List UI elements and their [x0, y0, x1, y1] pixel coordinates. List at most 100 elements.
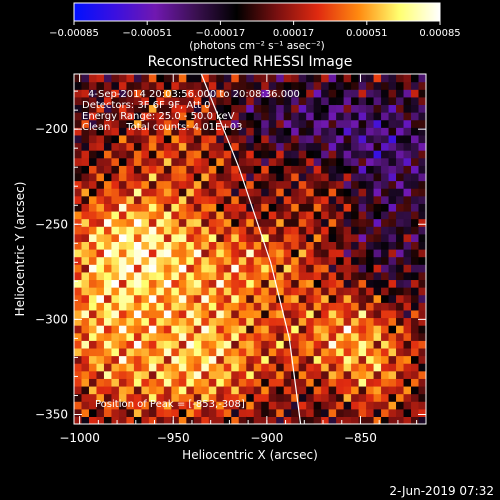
- heatmap-cell: [96, 150, 105, 159]
- heatmap-cell: [321, 355, 330, 364]
- heatmap-cell: [74, 218, 83, 227]
- heatmap-cell: [178, 294, 187, 303]
- heatmap-cell: [171, 393, 180, 402]
- heatmap-cell: [246, 378, 255, 387]
- heatmap-cell: [223, 370, 232, 379]
- heatmap-cell: [238, 370, 247, 379]
- heatmap-cell: [246, 89, 255, 98]
- heatmap-cell: [321, 241, 330, 250]
- heatmap-cell: [381, 195, 390, 204]
- heatmap-cell: [418, 287, 426, 296]
- heatmap-cell: [178, 385, 187, 395]
- heatmap-cell: [163, 287, 172, 296]
- heatmap-cell: [411, 249, 420, 258]
- heatmap-cell: [306, 112, 315, 121]
- heatmap-cell: [74, 325, 83, 334]
- heatmap-cell: [268, 188, 277, 197]
- heatmap-cell: [193, 172, 202, 182]
- heatmap-cell: [313, 325, 322, 334]
- heatmap-cell: [268, 172, 277, 182]
- heatmap-cell: [343, 408, 352, 417]
- heatmap-cell: [381, 81, 390, 90]
- heatmap-cell: [283, 172, 292, 182]
- heatmap-cell: [126, 89, 135, 98]
- heatmap-cell: [148, 416, 157, 424]
- heatmap-cell: [156, 408, 165, 417]
- heatmap-cell: [306, 347, 315, 357]
- heatmap-cell: [186, 256, 195, 265]
- heatmap-cell: [81, 340, 90, 349]
- heatmap-cell: [261, 370, 270, 379]
- heatmap-cell: [253, 347, 262, 357]
- heatmap-cell: [336, 287, 345, 296]
- heatmap-cell: [336, 112, 345, 121]
- heatmap-cell: [418, 112, 426, 121]
- heatmap-cell: [133, 401, 143, 410]
- heatmap-cell: [298, 157, 307, 166]
- heatmap-cell: [178, 241, 187, 250]
- heatmap-cell: [246, 264, 255, 273]
- heatmap-cell: [74, 150, 83, 159]
- heatmap-cell: [321, 172, 330, 182]
- heatmap-cell: [201, 264, 210, 273]
- heatmap-cell: [81, 241, 90, 250]
- heatmap-cell: [133, 241, 143, 250]
- heatmap-cell: [313, 134, 322, 144]
- heatmap-cell: [231, 210, 240, 220]
- heatmap-cell: [373, 226, 382, 235]
- heatmap-cell: [418, 127, 426, 136]
- heatmap-cell: [283, 378, 292, 387]
- heatmap-cell: [208, 104, 217, 113]
- heatmap-cell: [336, 172, 345, 182]
- heatmap-cell: [418, 233, 426, 242]
- heatmap-cell: [418, 355, 426, 364]
- heatmap-cell: [321, 370, 330, 379]
- heatmap-cell: [231, 203, 240, 212]
- heatmap-cell: [178, 279, 187, 288]
- heatmap-cell: [328, 378, 337, 387]
- heatmap-cell: [268, 150, 277, 159]
- heatmap-cell: [88, 378, 98, 387]
- heatmap-cell: [306, 134, 315, 144]
- heatmap-cell: [358, 203, 367, 212]
- heatmap-cell: [148, 370, 157, 379]
- heatmap-cell: [306, 264, 315, 273]
- heatmap-cell: [358, 89, 367, 98]
- heatmap-cell: [193, 157, 202, 166]
- heatmap-cell: [231, 264, 240, 273]
- heatmap-cell: [411, 317, 420, 326]
- heatmap-cell: [238, 279, 247, 288]
- heatmap-cell: [261, 165, 270, 174]
- heatmap-cell: [133, 385, 143, 395]
- heatmap-cell: [276, 325, 285, 334]
- heatmap-cell: [373, 370, 382, 379]
- heatmap-cell: [156, 74, 165, 83]
- heatmap-cell: [193, 302, 202, 311]
- heatmap-cell: [208, 294, 217, 303]
- heatmap-cell: [373, 355, 382, 364]
- heatmap-cell: [261, 249, 270, 258]
- heatmap-cell: [156, 96, 165, 106]
- heatmap-cell: [96, 218, 105, 227]
- heatmap-cell: [216, 157, 225, 166]
- heatmap-cell: [418, 309, 426, 319]
- heatmap-cell: [156, 279, 165, 288]
- heatmap-cell: [231, 393, 240, 402]
- heatmap-cell: [418, 378, 426, 387]
- heatmap-cell: [418, 89, 426, 98]
- heatmap-cell: [103, 385, 113, 395]
- heatmap-cell: [276, 256, 285, 265]
- heatmap-cell: [148, 195, 157, 204]
- heatmap-cell: [381, 203, 390, 212]
- heatmap-cell: [358, 325, 367, 334]
- heatmap-cell: [208, 264, 217, 273]
- heatmap-cell: [186, 165, 195, 174]
- heatmap-cell: [358, 249, 367, 258]
- heatmap-cell: [163, 157, 172, 166]
- heatmap-cell: [396, 294, 405, 303]
- heatmap-cell: [126, 172, 135, 182]
- heatmap-cell: [193, 210, 202, 220]
- heatmap-cell: [351, 188, 360, 197]
- heatmap-cell: [171, 287, 180, 296]
- heatmap-cell: [216, 347, 225, 357]
